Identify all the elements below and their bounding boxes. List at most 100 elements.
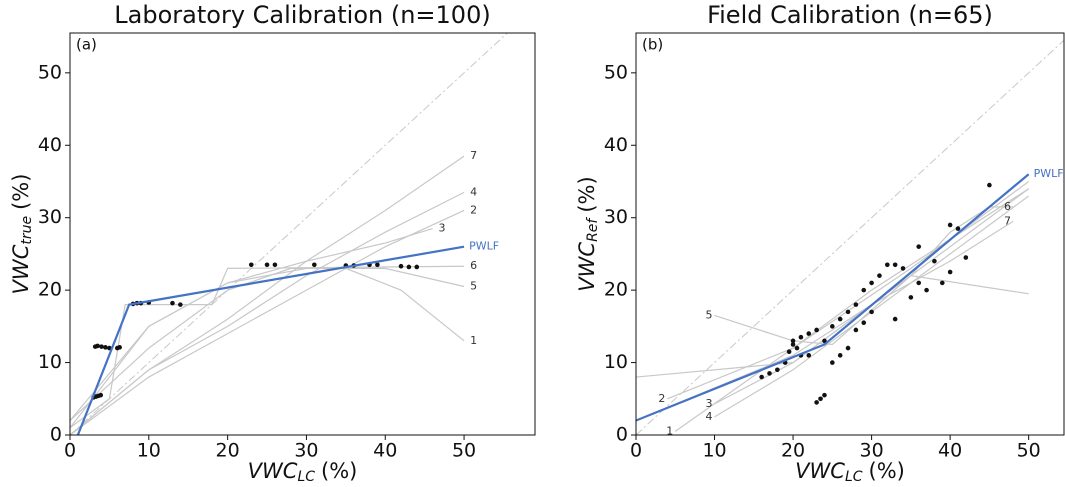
pwlf-line bbox=[76, 245, 465, 435]
data-point bbox=[798, 334, 804, 340]
x-tick-label: 0 bbox=[64, 440, 76, 462]
data-point bbox=[845, 309, 851, 315]
chart-title: Laboratory Calibration (n=100) bbox=[114, 1, 490, 29]
model-curve bbox=[636, 206, 1013, 378]
x-axis-label: VWCLC (%) bbox=[795, 459, 905, 485]
model-curve bbox=[714, 195, 1030, 418]
x-tick-label: 50 bbox=[452, 440, 476, 462]
data-point bbox=[900, 266, 906, 271]
data-point bbox=[103, 345, 108, 350]
y-label-sub: true bbox=[19, 216, 35, 245]
model-curve bbox=[70, 209, 465, 435]
data-point bbox=[822, 392, 827, 398]
y-axis-label: VWCRef (%) bbox=[575, 176, 601, 291]
plot-area bbox=[636, 39, 1064, 435]
curve-label: 6 bbox=[470, 259, 477, 272]
data-point bbox=[947, 269, 953, 275]
data-point bbox=[786, 349, 792, 355]
curve-label: 7 bbox=[1004, 214, 1011, 227]
data-point bbox=[869, 309, 874, 315]
data-point bbox=[272, 262, 278, 268]
data-point bbox=[963, 255, 969, 260]
data-point bbox=[794, 345, 800, 351]
data-point bbox=[818, 396, 823, 402]
y-tick-label: 40 bbox=[604, 134, 628, 156]
pwlf-label: PWLF bbox=[469, 240, 499, 253]
data-point bbox=[869, 280, 874, 286]
panel: Field Calibration (n=65) (b) 0 10 20 30 40 50 0 1… bbox=[575, 1, 1065, 485]
curve-label: 7 bbox=[470, 149, 477, 162]
y-label-unit: (%) bbox=[9, 174, 33, 210]
data-point bbox=[178, 302, 183, 307]
model-curve bbox=[70, 265, 465, 429]
data-point bbox=[987, 182, 992, 188]
x-label-main: VWC bbox=[248, 459, 298, 483]
data-point bbox=[885, 262, 890, 268]
x-tick-label: 0 bbox=[630, 440, 642, 462]
data-point bbox=[955, 226, 961, 231]
data-point bbox=[853, 302, 859, 307]
curve-label: 4 bbox=[470, 185, 477, 198]
axes-frame bbox=[69, 32, 536, 436]
data-point bbox=[806, 331, 812, 336]
pwlf-label: PWLF bbox=[1034, 167, 1064, 180]
data-point bbox=[806, 353, 812, 358]
pwlf-line bbox=[636, 173, 1030, 422]
x-axis-label: VWCLC (%) bbox=[248, 459, 358, 485]
y-tick-label: 0 bbox=[50, 424, 62, 446]
data-point bbox=[117, 345, 122, 350]
data-point bbox=[830, 324, 835, 329]
plot-area bbox=[70, 33, 509, 435]
y-tick-label: 0 bbox=[616, 424, 628, 446]
model-curve bbox=[70, 267, 465, 421]
curve-label: 2 bbox=[658, 392, 665, 405]
data-point bbox=[924, 287, 929, 293]
model-curve bbox=[70, 227, 433, 429]
x-tick-label: 10 bbox=[137, 440, 161, 462]
data-point bbox=[264, 262, 270, 268]
data-point bbox=[98, 392, 104, 398]
x-tick-label: 30 bbox=[294, 440, 318, 462]
data-point bbox=[814, 400, 819, 405]
curve-label: 5 bbox=[706, 308, 713, 321]
y-tick-label: 40 bbox=[38, 134, 62, 156]
data-point bbox=[814, 327, 819, 333]
curve-label: 2 bbox=[470, 203, 477, 216]
y-axis-label: VWCtrue (%) bbox=[9, 174, 35, 295]
x-label-unit: (%) bbox=[321, 459, 357, 483]
x-tick-label: 40 bbox=[373, 440, 397, 462]
x-tick-label: 20 bbox=[216, 440, 240, 462]
data-point bbox=[861, 287, 867, 293]
data-point bbox=[170, 300, 175, 306]
y-tick-label: 50 bbox=[38, 61, 62, 83]
curve-label: 1 bbox=[666, 424, 673, 437]
data-point bbox=[845, 345, 851, 351]
x-tick-label: 20 bbox=[781, 440, 805, 462]
y-tick-label: 10 bbox=[38, 351, 62, 373]
model-curve bbox=[714, 188, 1030, 405]
data-point bbox=[790, 338, 796, 344]
data-point bbox=[916, 280, 922, 286]
data-point bbox=[947, 222, 953, 228]
x-label-sub: LC bbox=[297, 469, 315, 485]
data-point bbox=[908, 295, 914, 300]
data-point bbox=[775, 367, 780, 373]
data-point bbox=[375, 262, 380, 268]
data-point bbox=[99, 344, 104, 349]
curve-label: 3 bbox=[706, 397, 713, 410]
model-curve bbox=[70, 191, 465, 435]
data-point bbox=[853, 327, 859, 333]
y-label-unit: (%) bbox=[575, 176, 599, 212]
data-point bbox=[939, 280, 945, 286]
model-curve bbox=[70, 267, 465, 421]
y-tick-label: 20 bbox=[604, 279, 628, 301]
model-curve bbox=[714, 275, 1029, 346]
x-tick-label: 50 bbox=[1017, 440, 1041, 462]
data-point bbox=[830, 360, 835, 365]
x-tick-label: 30 bbox=[860, 440, 884, 462]
data-point bbox=[759, 374, 764, 380]
data-point bbox=[95, 343, 100, 349]
model-curve bbox=[636, 220, 1014, 422]
data-point bbox=[837, 353, 843, 358]
